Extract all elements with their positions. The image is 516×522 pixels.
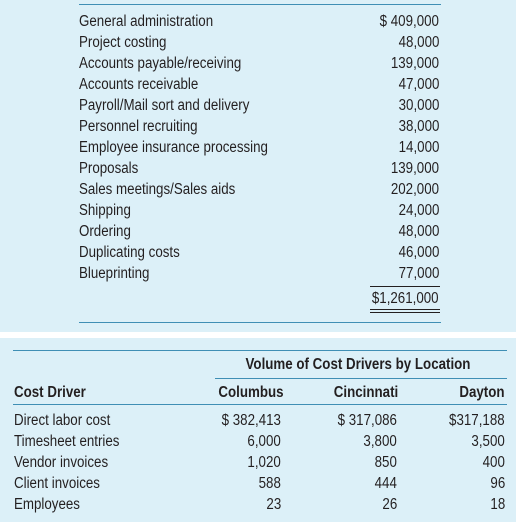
cost-row-amount: 47,000	[398, 76, 439, 93]
cost-driver-panel: Volume of Cost Drivers by Location Cost …	[0, 338, 516, 522]
cincinnati-value: 444	[374, 475, 397, 492]
group-header-rule	[215, 378, 507, 379]
cost-total: $1,261,000	[372, 290, 439, 307]
columbus-value: 6,000	[247, 433, 281, 450]
cost-row-amount: 30,000	[398, 97, 439, 114]
cost-row-label: Accounts payable/receiving	[79, 55, 242, 72]
columbus-value: $ 382,413	[221, 412, 281, 429]
cost-row-label: Proposals	[79, 160, 139, 177]
cost-table-bottom-rule	[79, 322, 441, 323]
dayton-value: 18	[490, 496, 505, 513]
volume-group-header: Volume of Cost Drivers by Location	[245, 356, 471, 373]
columbus-value: 588	[258, 475, 281, 492]
cost-row-amount: 48,000	[398, 34, 439, 51]
driver-label: Timesheet entries	[14, 433, 120, 450]
cost-pool-panel: General administration $ 409,000 Project…	[0, 0, 516, 332]
columbus-value: 23	[266, 496, 281, 513]
column-header-rule	[13, 404, 507, 405]
total-double-underline-1	[370, 309, 440, 310]
cost-row-label: Project costing	[79, 34, 167, 51]
cost-row-label: General administration	[79, 13, 214, 30]
cost-row-label: Duplicating costs	[79, 244, 180, 261]
column-header-cincinnati: Cincinnati	[333, 384, 399, 401]
cost-row-amount: 139,000	[390, 55, 439, 72]
cost-row-amount: 202,000	[390, 181, 439, 198]
driver-label: Direct labor cost	[14, 412, 111, 429]
cost-row-amount: 46,000	[398, 244, 439, 261]
columbus-value: 1,020	[247, 454, 281, 471]
column-header-dayton: Dayton	[459, 384, 505, 401]
cost-row-label: Payroll/Mail sort and delivery	[79, 97, 250, 114]
column-header-cost-driver: Cost Driver	[14, 384, 86, 401]
dayton-value: 96	[490, 475, 505, 492]
cost-row-amount: 38,000	[398, 118, 439, 135]
cincinnati-value: 26	[382, 496, 397, 513]
driver-label: Employees	[14, 496, 80, 513]
cost-row-label: Ordering	[79, 223, 131, 240]
cost-row-amount: 14,000	[398, 139, 439, 156]
cost-table-top-rule	[79, 4, 441, 5]
driver-table-top-rule	[13, 350, 507, 351]
cost-row-amount: 77,000	[398, 265, 439, 282]
total-underline	[370, 286, 440, 287]
cost-row-label: Blueprinting	[79, 265, 150, 282]
cost-row-label: Employee insurance processing	[79, 139, 268, 156]
cincinnati-value: 3,800	[363, 433, 397, 450]
cincinnati-value: $ 317,086	[337, 412, 397, 429]
dayton-value: $317,188	[449, 412, 505, 429]
dayton-value: 3,500	[471, 433, 505, 450]
driver-label: Vendor invoices	[14, 454, 109, 471]
cost-row-label: Sales meetings/Sales aids	[79, 181, 236, 198]
cost-row-label: Personnel recruiting	[79, 118, 198, 135]
cost-row-amount: 24,000	[398, 202, 439, 219]
cost-row-amount: 48,000	[398, 223, 439, 240]
cincinnati-value: 850	[374, 454, 397, 471]
cost-row-label: Accounts receivable	[79, 76, 199, 93]
driver-label: Client invoices	[14, 475, 100, 492]
cost-row-amount: 139,000	[390, 160, 439, 177]
total-double-underline-2	[370, 312, 440, 313]
cost-row-label: Shipping	[79, 202, 131, 219]
dayton-value: 400	[482, 454, 505, 471]
column-header-columbus: Columbus	[218, 384, 284, 401]
cost-row-amount: $ 409,000	[379, 13, 439, 30]
